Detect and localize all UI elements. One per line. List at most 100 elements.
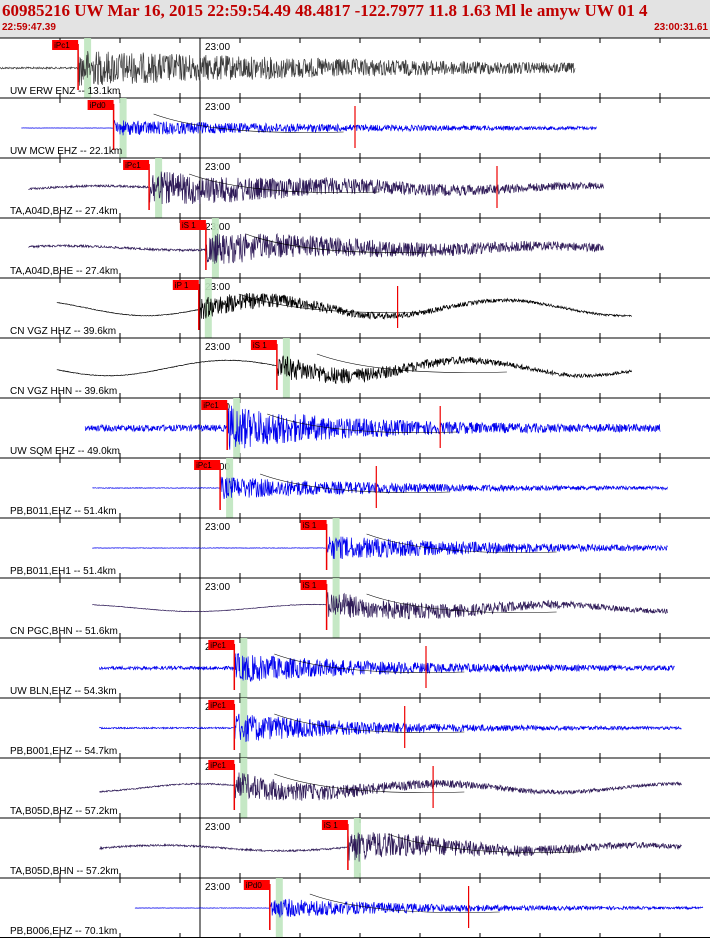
travel-time-curve bbox=[259, 473, 451, 493]
trace-row[interactable]: 23:00 iPd0 UW MCW EHZ -- 22.1km bbox=[0, 97, 710, 158]
station-label: TA,B05D,BHZ -- 57.2km bbox=[10, 806, 118, 817]
station-label: UW BLN,EHZ -- 54.3km bbox=[10, 686, 117, 697]
waveform bbox=[92, 476, 668, 500]
trace-row[interactable]: 23:00iPc1PB,B001,EHZ -- 54.7km bbox=[0, 697, 710, 758]
pick-label-box[interactable] bbox=[172, 280, 199, 290]
pick-label: iPc1 bbox=[54, 41, 70, 50]
pick-window bbox=[240, 758, 248, 818]
trace-row[interactable]: 23:00 iS 1 TA,B05D,BHN -- 57.2km bbox=[0, 817, 710, 878]
event-header: 60985216 UW Mar 16, 2015 22:59:54.49 48.… bbox=[0, 0, 710, 38]
trace-row[interactable]: 23:00 iP 1 CN VGZ HHZ -- 39.6km bbox=[0, 277, 710, 338]
pick-label: iS 1 bbox=[182, 221, 196, 230]
pick-label-box[interactable] bbox=[250, 340, 277, 350]
minute-label: 23:00 bbox=[205, 582, 230, 593]
station-label: CN PGC,BHN -- 51.6km bbox=[10, 626, 118, 637]
minute-label: 23:00 bbox=[205, 342, 230, 353]
pick-label: iP 1 bbox=[175, 281, 189, 290]
pick-label-box[interactable] bbox=[300, 520, 327, 530]
pick-label-box[interactable] bbox=[243, 880, 270, 890]
minute-label: 23:00 bbox=[205, 522, 230, 533]
pick-label-box[interactable] bbox=[201, 400, 228, 410]
trace-row[interactable]: 23:00 iPd0 PB,B006,EHZ -- 70.1km bbox=[0, 877, 710, 938]
pick-label-box[interactable] bbox=[87, 100, 114, 110]
trace-row[interactable]: 23:00 iS 1 CN VGZ HHN -- 39.6km bbox=[0, 337, 710, 398]
waveform bbox=[99, 772, 682, 801]
station-label: TA,A04D,BHZ -- 27.4km bbox=[10, 206, 118, 217]
travel-time-curve bbox=[387, 833, 578, 853]
trace-row[interactable]: 23:00iPc1PB,B011,EHZ -- 51.4km bbox=[0, 457, 710, 518]
pick-window bbox=[226, 458, 234, 518]
minute-label: 23:00 bbox=[205, 282, 230, 293]
waveform bbox=[56, 292, 633, 320]
pick-label-box[interactable] bbox=[208, 640, 235, 650]
pick-label-box[interactable] bbox=[208, 760, 235, 770]
waveform bbox=[28, 171, 604, 205]
station-label: PB,B006,EHZ -- 70.1km bbox=[10, 926, 117, 937]
station-label: PB,B011,EHZ -- 51.4km bbox=[10, 506, 117, 517]
travel-time-curve bbox=[366, 593, 557, 613]
pick-label: iPc1 bbox=[203, 401, 219, 410]
end-time: 23:00:31.61 bbox=[654, 22, 708, 33]
waveform bbox=[56, 355, 633, 385]
pick-label-box[interactable] bbox=[300, 580, 327, 590]
pick-label-box[interactable] bbox=[179, 220, 206, 230]
start-time: 22:59:47.39 bbox=[2, 22, 56, 33]
minute-label: 23:00 bbox=[205, 822, 230, 833]
waveform bbox=[134, 898, 704, 918]
trace-row[interactable]: 23:00 iS 1 CN PGC,BHN -- 51.6km bbox=[0, 577, 710, 638]
minute-label: 23:00 bbox=[205, 102, 230, 113]
station-label: CN VGZ HHN -- 39.6km bbox=[10, 386, 117, 397]
pick-label: iS 1 bbox=[324, 821, 338, 830]
event-title: 60985216 UW Mar 16, 2015 22:59:54.49 48.… bbox=[2, 1, 648, 20]
travel-time-curve bbox=[245, 233, 436, 253]
minute-label: 23:00 bbox=[205, 42, 230, 53]
waveform bbox=[92, 592, 668, 620]
station-label: UW SQM EHZ -- 49.0km bbox=[10, 446, 120, 457]
pick-label-box[interactable] bbox=[208, 700, 235, 710]
pick-label-box[interactable] bbox=[321, 820, 348, 830]
pick-label: iPd0 bbox=[90, 101, 107, 110]
trace-row[interactable]: 23:00 iPc1 UW ERW ENZ -- 13.1km bbox=[0, 37, 710, 98]
travel-time-curve bbox=[188, 173, 380, 193]
pick-label: iPd0 bbox=[246, 881, 263, 890]
trace-row[interactable]: 23:00 iS 1 PB,B011,EH1 -- 51.4km bbox=[0, 517, 710, 578]
waveform bbox=[99, 832, 682, 862]
travel-time-curve bbox=[309, 893, 500, 913]
minute-label: 23:00 bbox=[205, 162, 230, 173]
travel-time-curve bbox=[316, 353, 507, 373]
pick-label: iPc1 bbox=[210, 701, 226, 710]
pick-label-box[interactable] bbox=[123, 160, 150, 170]
travel-time-curve bbox=[366, 533, 557, 553]
waveform bbox=[92, 536, 668, 560]
pick-window bbox=[332, 518, 340, 578]
pick-label: iS 1 bbox=[253, 341, 267, 350]
station-label: TA,A04D,BHE -- 27.4km bbox=[10, 266, 118, 277]
travel-time-curve bbox=[274, 773, 465, 793]
station-label: TA,B05D,BHN -- 57.2km bbox=[10, 866, 119, 877]
minute-label: 23:00 bbox=[205, 882, 230, 893]
travel-time-curve bbox=[153, 113, 344, 133]
trace-row[interactable]: 23:00 iPc1 TA,A04D,BHZ -- 27.4km bbox=[0, 157, 710, 218]
pick-label: iPc1 bbox=[125, 161, 141, 170]
station-label: CN VGZ HHZ -- 39.6km bbox=[10, 326, 116, 337]
waveform bbox=[84, 405, 661, 450]
waveform bbox=[99, 653, 675, 683]
pick-window bbox=[240, 698, 248, 758]
pick-label: iPc1 bbox=[210, 761, 226, 770]
pick-label-box[interactable] bbox=[52, 40, 79, 50]
travel-time-curve bbox=[274, 653, 465, 673]
travel-time-curve bbox=[274, 713, 465, 733]
pick-label-box[interactable] bbox=[194, 460, 221, 470]
station-label: UW MCW EHZ -- 22.1km bbox=[10, 146, 122, 157]
pick-label: iS 1 bbox=[303, 581, 317, 590]
travel-time-curve bbox=[238, 293, 429, 313]
pick-label: iS 1 bbox=[303, 521, 317, 530]
waveform bbox=[99, 713, 682, 742]
waveform bbox=[21, 119, 597, 136]
